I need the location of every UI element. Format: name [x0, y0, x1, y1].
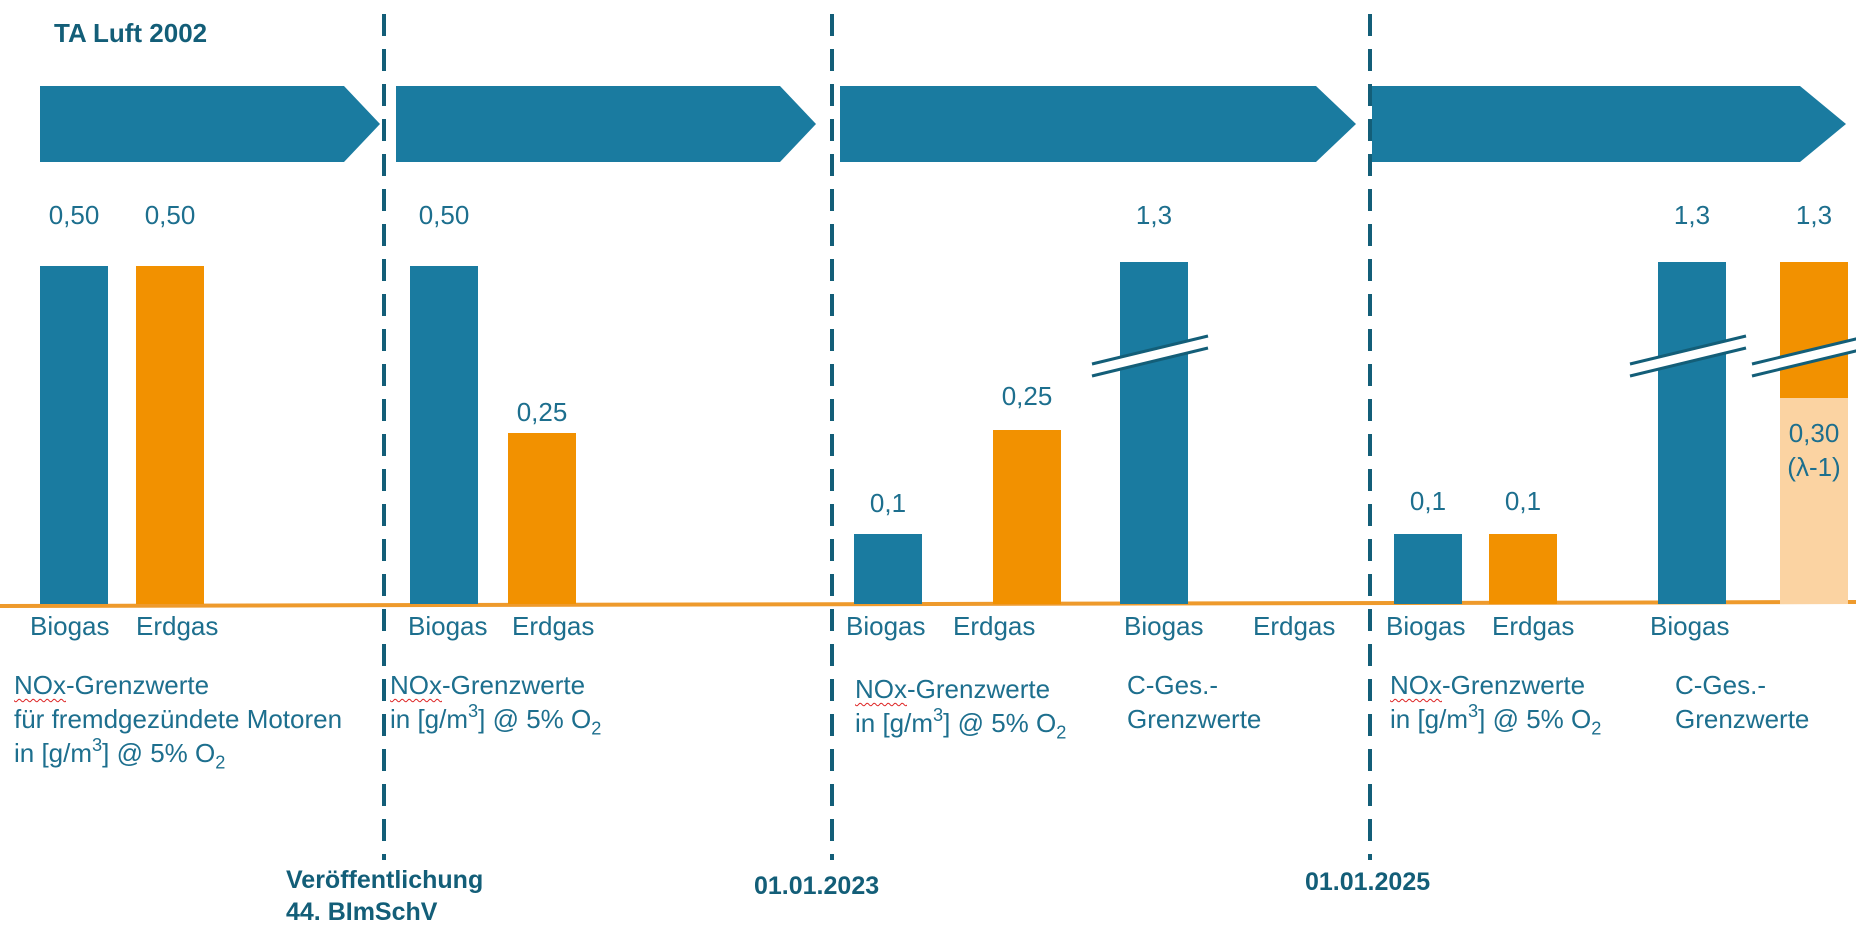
phase-arrow-2	[396, 86, 816, 162]
axis-break-line-1-group-6-biogas	[1629, 334, 1747, 366]
value-label-biogas-group-6: 1,3	[1673, 200, 1711, 230]
axis-break-line-2-group-6-biogas	[1629, 346, 1747, 378]
value-label-biogas-group-5: 0,1	[1409, 486, 1447, 516]
milestone-label-2: 01.01.2023	[754, 872, 880, 900]
value-label-biogas-group-3: 0,1	[869, 488, 907, 518]
category-label-erdgas-group-1: Erdgas	[136, 611, 219, 641]
phase-arrow-1	[40, 86, 380, 162]
bar-erdgas-group-6-note-segment	[1780, 398, 1848, 604]
bar-erdgas-group-5	[1489, 534, 1557, 604]
category-label-erdgas-group-2: Erdgas	[512, 611, 595, 641]
axis-break-gap-group-6-erdgas	[1752, 338, 1856, 376]
milestone-label-3: 01.01.2025	[1305, 868, 1431, 896]
category-label-biogas-group-2: Biogas	[408, 611, 488, 641]
axis-break-line-1-group-4-biogas	[1091, 334, 1209, 366]
phase-arrow-3	[840, 86, 1356, 162]
phase-arrow-4	[1372, 86, 1846, 162]
category-label-biogas-group-1: Biogas	[30, 611, 110, 641]
note-label-group-6: 0,30 (λ-1)	[1787, 418, 1841, 482]
axis-break-line-1-group-6-erdgas	[1751, 337, 1856, 366]
value-label-biogas-group-4: 1,3	[1135, 200, 1173, 230]
group-description-2: NOx-Grenzwerte in [g/m3] @ 5% O2	[390, 670, 602, 739]
category-label-biogas-group-3: Biogas	[846, 611, 926, 641]
value-label-biogas-group-1: 0,50	[48, 200, 100, 230]
bar-biogas-group-5	[1394, 534, 1462, 604]
value-label-erdgas-group-1: 0,50	[144, 200, 196, 230]
bar-biogas-group-2	[410, 266, 478, 604]
category-label-biogas-group-6: Biogas	[1650, 611, 1730, 641]
value-label-erdgas-group-5: 0,1	[1504, 486, 1542, 516]
bar-erdgas-group-1	[136, 266, 204, 604]
value-label-erdgas-group-6: 1,3	[1795, 200, 1833, 230]
category-label-erdgas-group-5: Erdgas	[1492, 611, 1575, 641]
category-label-erdgas-group-3: Erdgas	[953, 611, 1036, 641]
axis-break-line-2-group-4-biogas	[1091, 346, 1209, 378]
bar-biogas-group-3	[854, 534, 922, 604]
axis-break-gap-group-6-biogas	[1630, 336, 1746, 376]
category-label-biogas-group-4: Biogas	[1124, 611, 1204, 641]
group-description-6: C-Ges.- Grenzwerte	[1675, 670, 1810, 734]
group-description-3: NOx-Grenzwerte in [g/m3] @ 5% O2	[855, 674, 1067, 743]
value-label-erdgas-group-2: 0,25	[516, 397, 568, 427]
bar-biogas-group-4	[1120, 262, 1188, 604]
group-description-1: NOx-Grenzwerte für fremdgezündete Motoren…	[14, 670, 343, 773]
value-label-erdgas-group-3: 0,25	[1001, 381, 1053, 411]
baseline-axis	[0, 600, 1856, 608]
bar-erdgas-group-3	[993, 430, 1061, 604]
group-description-5: NOx-Grenzwerte in [g/m3] @ 5% O2	[1390, 670, 1602, 739]
axis-break-line-2-group-6-erdgas	[1751, 349, 1856, 378]
group-description-4: C-Ges.- Grenzwerte	[1127, 670, 1262, 734]
category-label-biogas-group-5: Biogas	[1386, 611, 1466, 641]
axis-break-gap-group-4-biogas	[1092, 336, 1208, 376]
milestone-label-1: Veröffentlichung 44. BImSchV	[286, 866, 484, 926]
bar-biogas-group-6	[1658, 262, 1726, 604]
bar-erdgas-group-2	[508, 433, 576, 604]
category-label-erdgas-group-4: Erdgas	[1253, 611, 1336, 641]
chart-title: TA Luft 2002	[54, 18, 208, 48]
bar-biogas-group-1	[40, 266, 108, 604]
value-label-biogas-group-2: 0,50	[418, 200, 470, 230]
